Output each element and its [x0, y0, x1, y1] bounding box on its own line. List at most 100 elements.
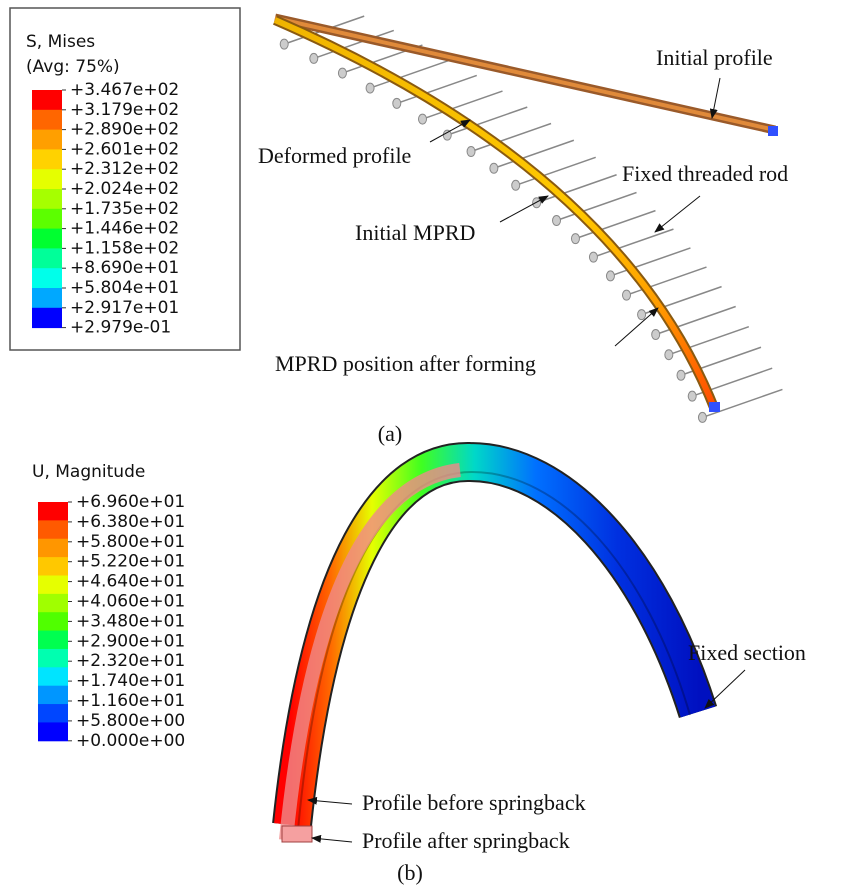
rod-nut — [392, 97, 402, 109]
legend-swatch — [38, 704, 68, 723]
legend-swatch — [32, 149, 62, 170]
threaded-rod — [422, 90, 503, 120]
legend-label: +1.735e+02 — [70, 199, 179, 219]
legend-label: +4.640e+01 — [76, 572, 185, 592]
rod-nut — [687, 390, 697, 402]
legend-swatch — [32, 189, 62, 210]
threaded-rod — [515, 156, 596, 187]
arch-profile — [274, 443, 716, 827]
legend-label: +2.024e+02 — [70, 179, 179, 199]
rod-nut — [676, 369, 686, 381]
legend-label: +2.900e+01 — [76, 631, 185, 651]
rod-nut — [489, 162, 499, 174]
rod-nut — [279, 38, 289, 50]
caption: (a) — [378, 421, 402, 446]
legend-label: +2.312e+02 — [70, 159, 179, 179]
threaded-rod — [626, 266, 707, 296]
annotation: Initial profile — [656, 45, 773, 70]
threaded-rods — [279, 15, 783, 423]
rod-nut — [570, 233, 580, 245]
legend-label: +3.480e+01 — [76, 611, 185, 631]
annotation: Fixed threaded rod — [622, 161, 788, 186]
caption: (b) — [397, 860, 423, 885]
legend-swatch — [32, 169, 62, 190]
legend-label: +2.601e+02 — [70, 139, 179, 159]
rod-nut — [651, 328, 661, 340]
threaded-rod — [369, 59, 451, 89]
legend-swatch — [38, 685, 68, 705]
arch-inner-line — [297, 470, 691, 831]
threaded-rod — [493, 139, 575, 169]
rod-nut — [552, 215, 562, 227]
legend-label: +2.890e+02 — [70, 120, 179, 140]
legend-swatch — [32, 208, 62, 230]
annotations — [307, 77, 746, 843]
legend-label: +1.160e+01 — [76, 691, 185, 711]
legend-label: +1.446e+02 — [70, 219, 179, 239]
threaded-rod — [556, 191, 637, 222]
legend-swatch — [38, 630, 68, 650]
profile-after-springback — [279, 463, 461, 841]
rod-nut — [309, 52, 319, 64]
legend-label: +2.979e-01 — [70, 318, 171, 338]
legend-label: +6.380e+01 — [76, 512, 185, 532]
profile-end — [768, 126, 778, 136]
legend-label: +1.158e+02 — [70, 238, 179, 258]
rod-nut — [697, 411, 707, 423]
annotation: Profile before springback — [362, 790, 586, 815]
annotation: Initial MPRD — [355, 220, 475, 245]
legend-label: +2.917e+01 — [70, 298, 179, 318]
legend-swatch — [32, 248, 62, 269]
legend-title: (Avg: 75%) — [26, 57, 120, 77]
annotation: Fixed section — [688, 640, 806, 665]
legend-swatch — [38, 538, 68, 558]
legend-swatch — [32, 288, 62, 309]
legend-swatch — [32, 90, 62, 111]
annotation: Profile after springback — [362, 828, 570, 853]
legend-label: +1.740e+01 — [76, 671, 185, 691]
legend-swatch — [32, 228, 62, 249]
annotation: MPRD position after forming — [275, 351, 536, 376]
legend-swatch — [38, 722, 68, 742]
threaded-rod — [447, 106, 528, 136]
annotation: Deformed profile — [258, 143, 411, 168]
threaded-rod — [610, 247, 691, 277]
threaded-rod — [536, 174, 617, 204]
profile-end — [709, 402, 720, 412]
legend-label: +5.804e+01 — [70, 278, 179, 298]
initial-profile-inner — [274, 16, 776, 132]
deformed-profile — [273, 17, 718, 412]
threaded-rod — [593, 228, 674, 258]
rod-nut — [418, 113, 427, 125]
legend-label: +3.467e+02 — [70, 80, 179, 100]
rod-nut — [622, 289, 631, 301]
legend-swatch — [38, 667, 68, 687]
legend-swatch — [38, 575, 68, 595]
rod-nut — [442, 129, 452, 141]
legend-swatch — [38, 520, 68, 540]
legend-swatch — [32, 109, 62, 131]
legend-label: +4.060e+01 — [76, 592, 185, 612]
rod-nut — [664, 349, 674, 361]
rod-nut — [588, 251, 598, 263]
legend-swatch — [38, 648, 68, 668]
legend-swatch — [38, 612, 68, 632]
rod-nut — [337, 67, 347, 79]
legend-swatch — [32, 307, 62, 329]
legend-label: +0.000e+00 — [76, 731, 185, 751]
legend-label: +3.179e+02 — [70, 100, 179, 120]
legend-swatch — [38, 593, 68, 613]
threaded-rod — [702, 388, 783, 419]
legend-label: +8.690e+01 — [70, 258, 179, 278]
rod-nut — [605, 270, 615, 282]
legend-swatch — [32, 268, 62, 289]
legend-label: +6.960e+01 — [76, 492, 185, 512]
legend-swatch — [38, 557, 68, 576]
threaded-rod — [575, 209, 656, 240]
rod-nut — [511, 179, 521, 191]
legend-title: S, Mises — [26, 32, 95, 52]
threaded-rod — [313, 29, 395, 60]
legend-swatch — [38, 502, 68, 521]
threaded-rod — [470, 122, 552, 153]
